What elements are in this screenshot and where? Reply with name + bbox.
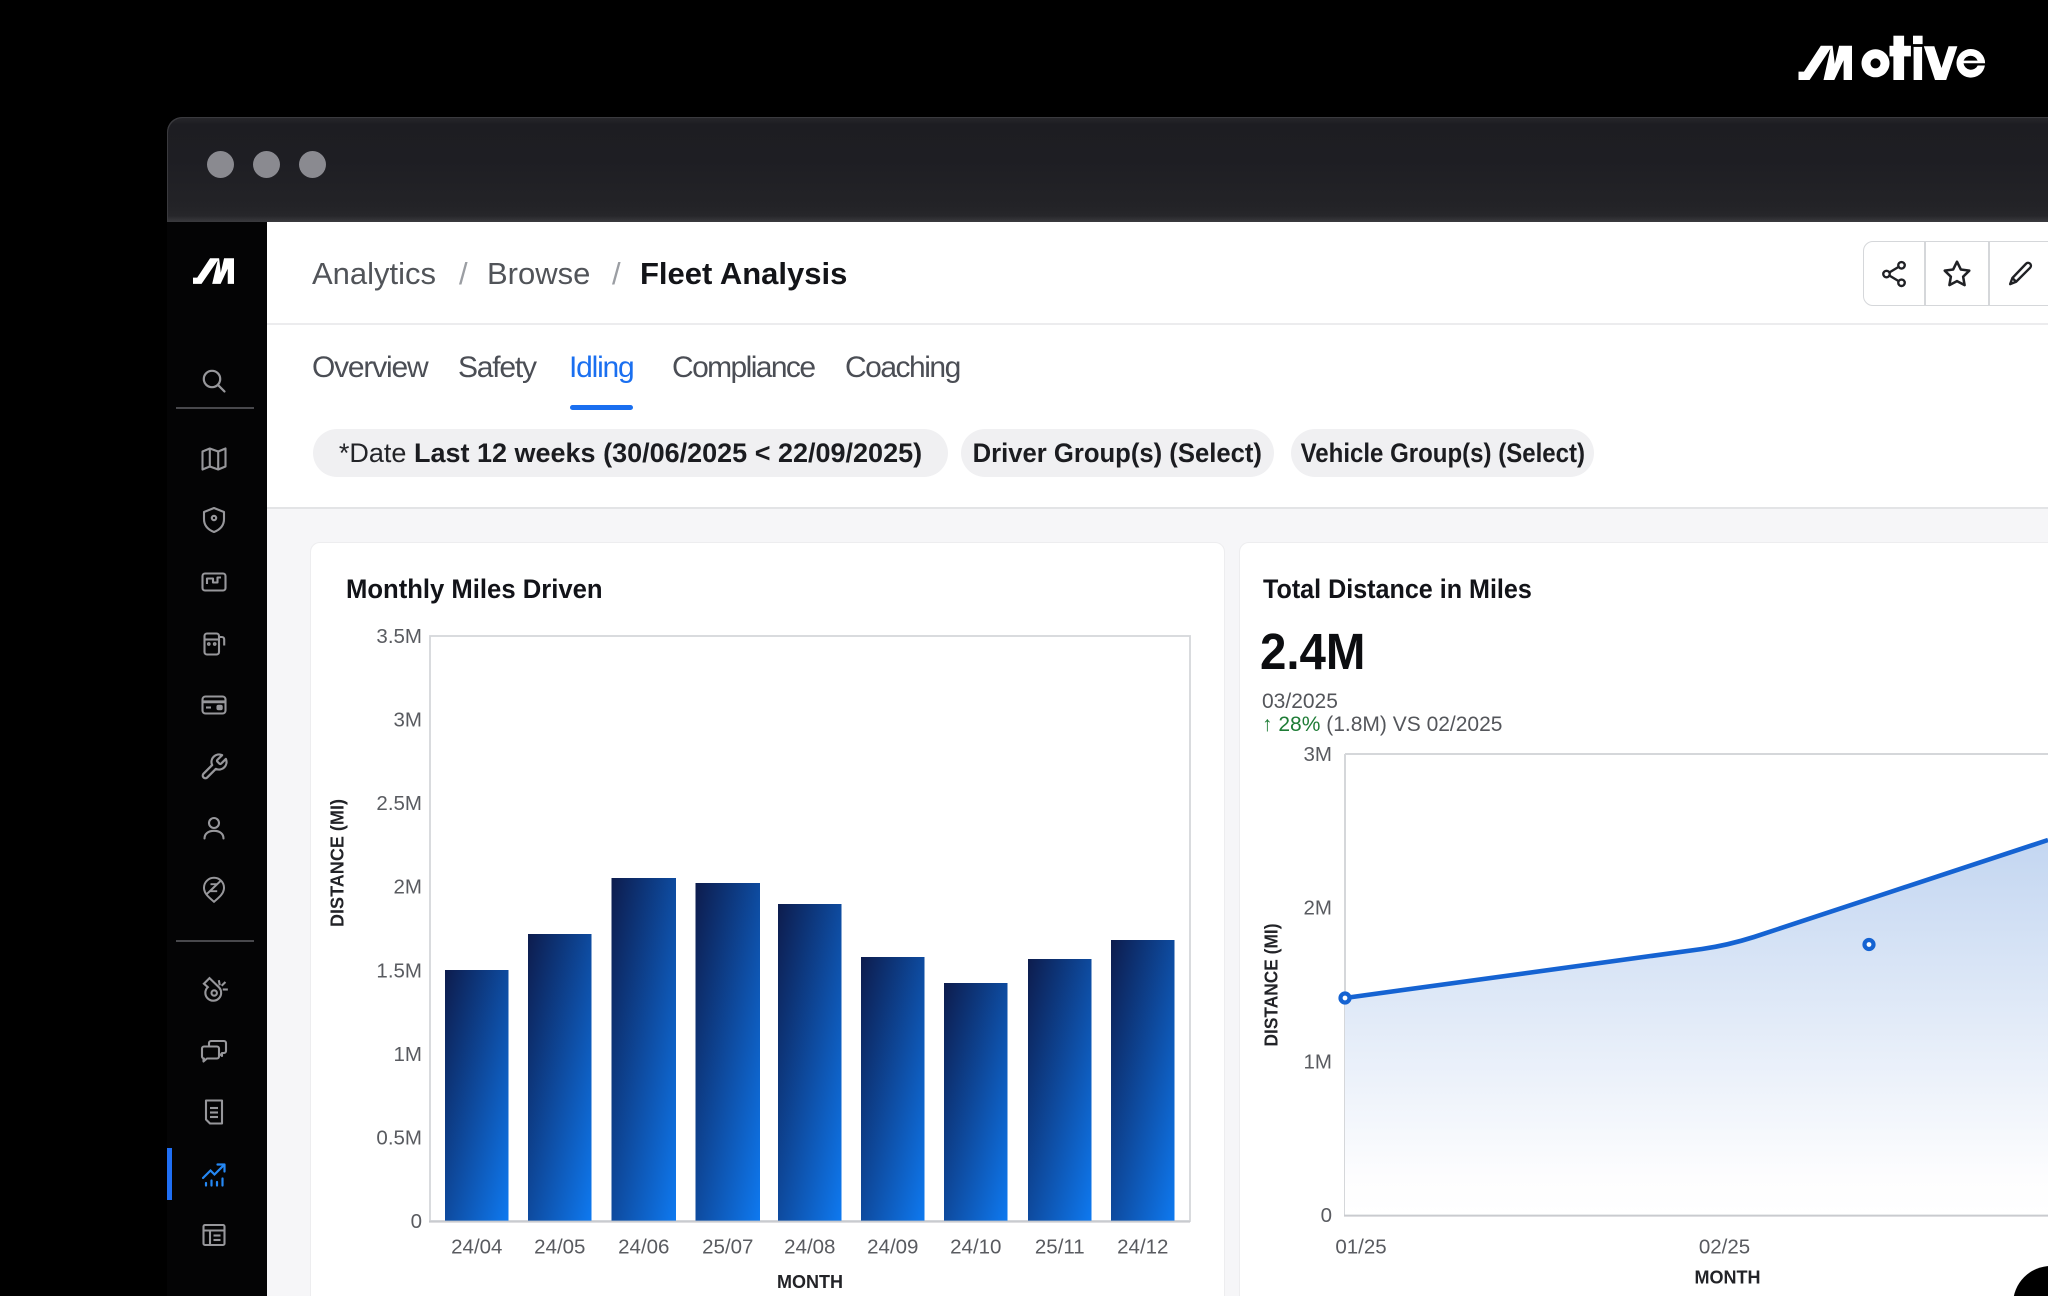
svg-text:3.5M: 3.5M — [376, 625, 422, 648]
svg-text:24/09: 24/09 — [867, 1236, 918, 1259]
svg-text:24/04: 24/04 — [451, 1236, 502, 1259]
svg-text:01/25: 01/25 — [1335, 1236, 1386, 1259]
svg-text:24/08: 24/08 — [784, 1236, 835, 1259]
svg-text:0: 0 — [1321, 1204, 1332, 1227]
svg-text:1.5M: 1.5M — [376, 959, 422, 982]
svg-text:24/12: 24/12 — [1117, 1236, 1168, 1259]
svg-text:02/25: 02/25 — [1699, 1236, 1750, 1259]
svg-text:MONTH: MONTH — [1695, 1268, 1761, 1288]
svg-text:DISTANCE (MI): DISTANCE (MI) — [1262, 923, 1282, 1046]
svg-text:1M: 1M — [394, 1043, 422, 1066]
svg-text:25/11: 25/11 — [1035, 1236, 1085, 1259]
svg-text:3M: 3M — [1304, 743, 1332, 766]
svg-text:2M: 2M — [394, 876, 422, 899]
svg-text:24/06: 24/06 — [618, 1236, 669, 1259]
svg-text:3M: 3M — [394, 709, 422, 732]
svg-text:24/05: 24/05 — [534, 1236, 585, 1259]
svg-text:0.5M: 0.5M — [376, 1126, 422, 1149]
svg-text:25/07: 25/07 — [702, 1236, 753, 1259]
svg-text:24/10: 24/10 — [950, 1236, 1001, 1259]
svg-text:2M: 2M — [1304, 897, 1332, 920]
svg-text:0: 0 — [411, 1210, 422, 1233]
svg-text:2.5M: 2.5M — [376, 792, 422, 815]
svg-text:DISTANCE (MI): DISTANCE (MI) — [328, 799, 348, 927]
svg-text:1M: 1M — [1304, 1050, 1332, 1073]
svg-text:MONTH: MONTH — [777, 1272, 843, 1292]
